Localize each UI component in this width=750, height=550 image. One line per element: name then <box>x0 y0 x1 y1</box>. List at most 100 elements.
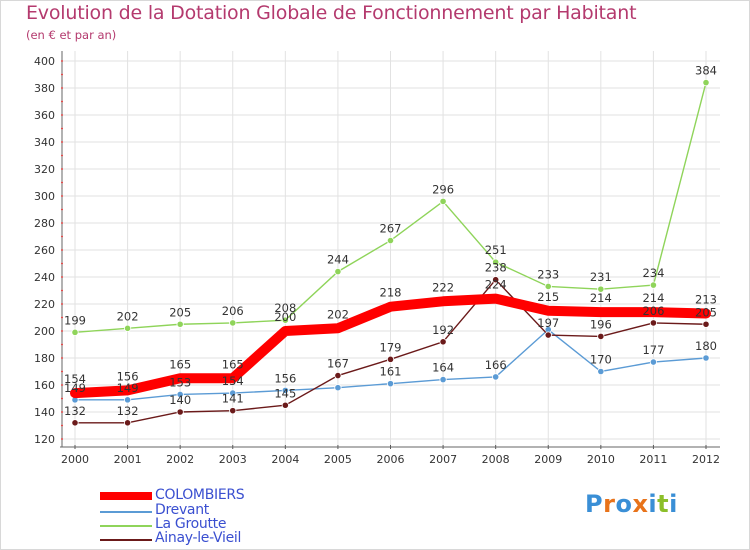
data-label-ainay-le-vieil: 206 <box>642 304 664 318</box>
y-tick-label: 220 <box>34 298 55 311</box>
chart-subtitle: (en € et par an) <box>26 28 117 42</box>
data-label-ainay-le-vieil: 167 <box>327 357 349 371</box>
data-label-colombiers: 165 <box>169 357 191 371</box>
y-axis-minor-dot <box>61 60 63 62</box>
point-la-groutte <box>702 79 710 87</box>
y-tick-label: 280 <box>34 217 55 230</box>
y-tick-label: 340 <box>34 136 55 149</box>
y-axis-minor-dot <box>61 262 63 265</box>
point-ainay-le-vieil <box>492 276 500 284</box>
data-label-drevant: 180 <box>695 339 717 353</box>
point-la-groutte <box>334 267 342 276</box>
point-la-groutte <box>123 324 132 332</box>
data-label-drevant: 170 <box>590 353 612 367</box>
axes: 120 140 160 180 200 220 240 260 280 300 320 340 360 3… <box>34 51 720 466</box>
point-drevant <box>492 373 500 381</box>
point-la-groutte <box>544 282 552 291</box>
logo-letter: t <box>657 490 670 518</box>
series <box>70 79 711 427</box>
legend-label-ainay-le-vieil: Ainay-le-Vieil <box>155 530 242 546</box>
point-la-groutte <box>281 316 289 324</box>
y-axis-minor-dot <box>61 424 63 427</box>
logo-letter: i <box>669 490 678 518</box>
data-label-drevant: 153 <box>169 375 191 389</box>
data-labels: 199 202 205 206 208 244 267 296 251 233 231 234 384 1… <box>64 64 717 418</box>
x-tick-label: 2003 <box>219 453 247 466</box>
point-la-groutte <box>439 197 447 205</box>
data-label-ainay-le-vieil: 179 <box>380 340 402 354</box>
y-axis-minor-dot <box>61 276 63 278</box>
y-axis-minor-dot <box>61 397 63 400</box>
legend-label-la-groutte: La Groutte <box>155 516 227 532</box>
data-label-ainay-le-vieil: 141 <box>222 392 244 406</box>
data-label-la-groutte: 205 <box>169 305 191 319</box>
y-tick-label: 200 <box>34 325 55 338</box>
x-tick-label: 2004 <box>271 453 299 466</box>
logo-letter: i <box>648 490 658 518</box>
data-label-drevant: 164 <box>432 361 454 375</box>
point-drevant <box>439 375 447 384</box>
point-ainay-le-vieil <box>386 355 395 363</box>
point-ainay-le-vieil <box>597 332 605 340</box>
y-tick-label: 140 <box>34 406 55 419</box>
y-axis-minor-dot <box>61 384 63 386</box>
point-drevant <box>334 384 342 392</box>
y-axis-minor-dot <box>61 343 63 346</box>
data-label-ainay-le-vieil: 192 <box>432 323 454 337</box>
point-ainay-le-vieil <box>71 419 79 427</box>
point-la-groutte <box>386 236 395 245</box>
data-label-drevant: 149 <box>64 381 86 395</box>
data-label-la-groutte: 208 <box>274 301 296 315</box>
x-tick-label: 2002 <box>166 453 194 466</box>
x-tick-label: 2010 <box>587 453 615 466</box>
x-tick-label: 2009 <box>534 453 562 466</box>
data-label-ainay-le-vieil: 238 <box>485 261 507 275</box>
logo-letter: P <box>585 490 604 518</box>
data-label-la-groutte: 234 <box>642 266 664 280</box>
point-ainay-le-vieil <box>281 401 289 409</box>
data-label-ainay-le-vieil: 205 <box>695 305 717 319</box>
data-label-drevant: 166 <box>485 358 507 372</box>
point-la-groutte <box>176 320 184 328</box>
data-label-colombiers: 213 <box>695 292 717 306</box>
legend-swatch-drevant <box>100 511 152 513</box>
point-drevant <box>123 396 132 404</box>
y-axis-minor-dot <box>61 181 63 184</box>
x-tick-label: 2005 <box>324 453 352 466</box>
point-drevant <box>386 380 395 388</box>
y-axis-minor-dot <box>61 235 63 238</box>
data-label-ainay-le-vieil: 145 <box>274 386 296 400</box>
y-axis-minor-dot <box>61 195 63 197</box>
y-axis-minor-dot <box>61 303 63 305</box>
point-ainay-le-vieil <box>702 320 710 328</box>
point-drevant <box>597 367 605 376</box>
x-tick-label: 2012 <box>692 453 720 466</box>
y-tick-label: 240 <box>34 271 55 284</box>
data-label-drevant: 177 <box>642 343 664 357</box>
legend-swatch-colombiers <box>100 492 152 500</box>
y-tick-label: 300 <box>34 190 55 203</box>
y-axis-minor-dot <box>61 330 63 332</box>
y-axis-minor-dot <box>61 411 63 413</box>
legend-label-drevant: Drevant <box>155 502 209 518</box>
y-axis-minor-dot <box>61 208 63 211</box>
x-tick-label: 2001 <box>114 453 142 466</box>
data-label-la-groutte: 244 <box>327 253 349 267</box>
x-tick-label: 2008 <box>482 453 510 466</box>
point-ainay-le-vieil <box>649 319 658 327</box>
data-label-la-groutte: 384 <box>695 64 717 78</box>
x-tick-label: 2011 <box>639 453 667 466</box>
y-tick-label: 320 <box>34 163 55 176</box>
point-ainay-le-vieil <box>229 407 237 415</box>
y-tick-label: 360 <box>34 109 55 122</box>
y-tick-label: 180 <box>34 352 55 365</box>
data-label-drevant: 149 <box>117 381 139 395</box>
point-ainay-le-vieil <box>544 331 552 339</box>
y-axis-minor-dot <box>61 222 63 224</box>
legend-label-colombiers: COLOMBIERS <box>155 487 245 503</box>
y-tick-label: 160 <box>34 379 55 392</box>
y-tick-label: 120 <box>34 433 55 446</box>
y-tick-label: 400 <box>34 55 55 68</box>
logo-letter: r <box>603 490 616 518</box>
